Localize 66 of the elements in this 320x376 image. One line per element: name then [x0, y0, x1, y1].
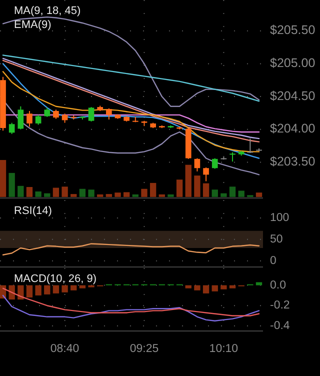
bar	[176, 180, 183, 197]
bar	[256, 192, 262, 197]
candlestick	[62, 113, 68, 124]
line-series	[2, 16, 260, 107]
bar	[220, 193, 227, 197]
bar	[132, 194, 139, 197]
bar	[62, 186, 68, 197]
candlestick	[8, 122, 15, 134]
bar	[202, 183, 210, 197]
bar	[79, 188, 86, 197]
bar	[141, 188, 148, 197]
bar	[106, 194, 112, 197]
bar	[70, 194, 77, 197]
candlestick	[18, 106, 24, 130]
line-series	[2, 294, 260, 322]
bar	[168, 194, 174, 197]
bar	[185, 164, 192, 197]
bar	[88, 190, 94, 197]
y-tick-label: -0.4	[270, 320, 290, 332]
x-tick-label: 10:10	[209, 343, 238, 355]
chart-title: MACD(10, 26, 9)	[14, 273, 97, 285]
candlestick	[26, 110, 32, 128]
candlestick	[106, 108, 112, 120]
candlestick	[194, 158, 200, 172]
chart-title: RSI(14)	[14, 205, 52, 217]
y-tick-label: 100	[270, 212, 290, 224]
candlestick	[247, 138, 254, 154]
bar	[212, 190, 218, 197]
line-series	[2, 243, 260, 256]
bar	[123, 192, 130, 197]
bar	[44, 193, 50, 197]
bar	[238, 190, 244, 197]
y-tick-label: $204.00	[270, 122, 316, 136]
candlestick	[53, 109, 59, 120]
y-tick-label: 0	[270, 254, 276, 267]
bar	[0, 160, 6, 197]
bar	[194, 176, 200, 197]
y-tick-label: -0.2	[270, 300, 290, 312]
candlestick	[203, 166, 209, 182]
text: EMA(9)	[14, 19, 52, 31]
bar	[229, 186, 236, 197]
bar	[52, 188, 60, 197]
y-tick-label: 50	[270, 233, 283, 246]
bar	[114, 192, 121, 197]
candlestick	[44, 107, 50, 118]
bar	[158, 194, 165, 197]
bar	[97, 194, 104, 197]
candlestick	[212, 158, 218, 170]
line-series	[2, 54, 260, 102]
candlestick	[88, 106, 94, 122]
x-tick-label: 09:25	[130, 343, 159, 355]
bar	[26, 187, 33, 197]
bar	[35, 191, 42, 197]
bar	[8, 172, 15, 197]
line-series	[2, 288, 260, 316]
y-tick-label: 0.0	[270, 279, 286, 292]
y-tick-label: $205.50	[270, 23, 316, 38]
bar	[150, 182, 156, 197]
x-tick-label: 08:40	[50, 343, 80, 355]
bar	[18, 186, 24, 197]
y-tick-label: $204.50	[270, 88, 316, 103]
y-tick-label: $205.00	[270, 56, 316, 70]
y-tick-label: $203.50	[270, 154, 316, 168]
candlestick	[35, 114, 42, 126]
chart-title: MA(9, 18, 45)	[14, 5, 81, 17]
candlestick	[230, 152, 236, 162]
